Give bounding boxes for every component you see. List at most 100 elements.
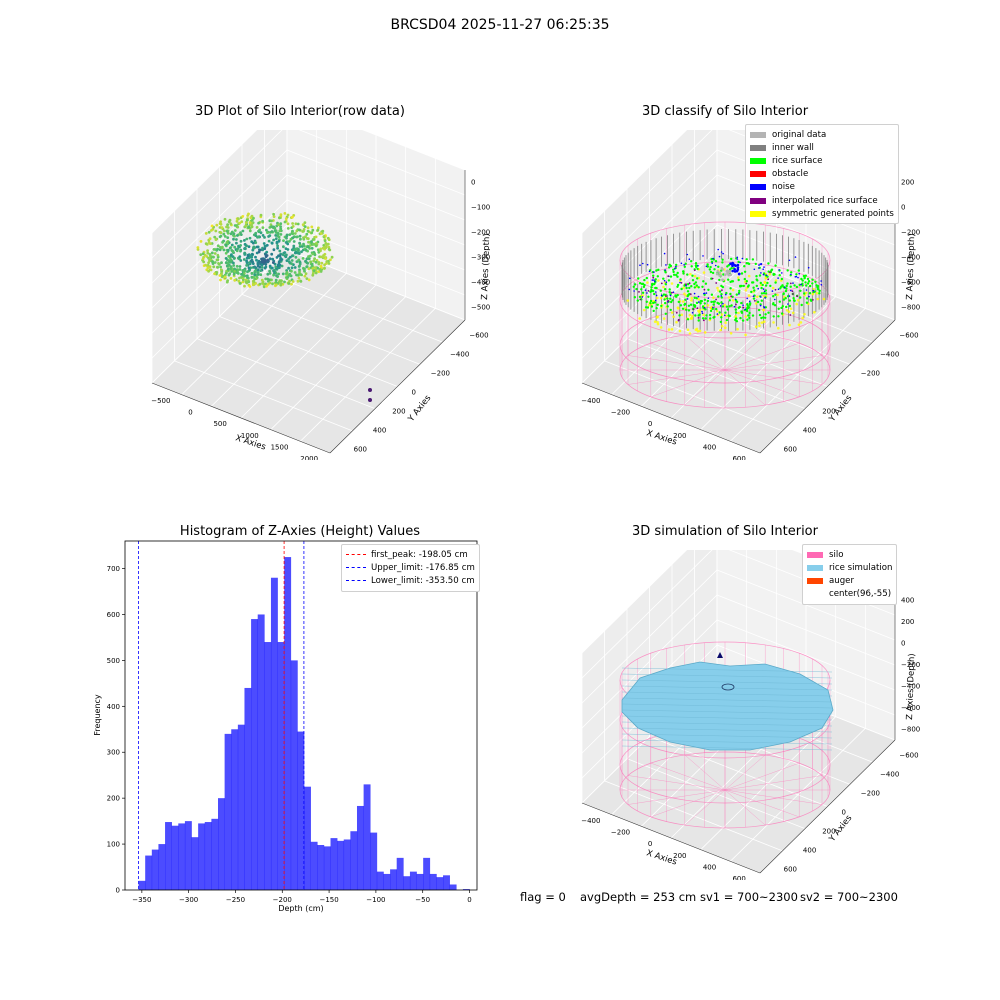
data-point (248, 221, 252, 225)
data-point (208, 265, 212, 268)
data-point (238, 282, 242, 285)
data-point (316, 248, 320, 252)
data-point (282, 239, 285, 242)
legend-line-swatch (346, 554, 366, 556)
histogram-ylabel: Frequency (93, 694, 102, 736)
data-point (263, 266, 267, 270)
data-point (212, 265, 216, 269)
rice-surface-point (666, 305, 669, 308)
rice-surface-point (782, 292, 785, 296)
histogram-bar (409, 871, 417, 890)
legend-item: Lower_limit: -353.50 cm (346, 574, 475, 587)
data-point (220, 272, 223, 276)
y-tick-label: 600 (354, 446, 367, 454)
rice-surface-point (746, 304, 749, 307)
y-tick-label: 400 (803, 847, 816, 855)
rice-surface-point (806, 277, 810, 281)
original-point (720, 266, 724, 270)
rice-surface-point (695, 301, 699, 305)
legend-item: inner wall (750, 141, 894, 154)
data-point (310, 240, 313, 243)
data-point (322, 256, 325, 259)
data-point (221, 240, 224, 244)
data-point (220, 261, 223, 265)
rice-surface-point (705, 314, 708, 317)
rice-surface-point (671, 299, 674, 302)
data-point (289, 237, 293, 241)
noise-point (646, 263, 649, 266)
noise-point (712, 257, 714, 260)
rice-surface-point (728, 299, 731, 302)
histogram-legend: first_peak: -198.05 cm Upper_limit: -176.… (341, 544, 480, 592)
silo-floor-spoke (627, 369, 726, 385)
data-point (273, 226, 277, 230)
silo-floor-spoke (684, 789, 726, 826)
data-point (235, 241, 238, 245)
data-point (264, 262, 268, 266)
data-point (221, 245, 224, 249)
data-point (204, 263, 207, 267)
data-point (307, 240, 310, 244)
noise-point (733, 270, 737, 273)
rice-surface-point (641, 291, 645, 294)
y-axis-line (329, 319, 466, 454)
rice-surface-point (778, 300, 781, 303)
rice-surface-point (774, 264, 777, 267)
symmetric-point (695, 327, 699, 331)
rice-surface-point (685, 308, 688, 311)
z-tick-label: 400 (901, 597, 914, 605)
data-point (302, 244, 306, 248)
data-point (277, 254, 280, 258)
noise-point (697, 295, 700, 298)
data-point (244, 224, 248, 227)
data-point (232, 257, 236, 260)
rice-surface-point (709, 265, 712, 269)
data-point (201, 252, 205, 256)
x-tick-label: 0 (648, 840, 652, 848)
data-point (232, 237, 235, 241)
rice-surface-point (632, 285, 635, 288)
rice-surface-point (689, 303, 693, 306)
silo-floor-spoke (627, 355, 726, 371)
data-point (239, 239, 243, 243)
data-point (267, 239, 271, 243)
data-point (289, 255, 292, 259)
legend-label: original data (772, 129, 827, 140)
original-point (729, 273, 732, 276)
noise-point (663, 279, 666, 282)
noise-point (781, 272, 783, 274)
rice-surface-point (656, 275, 659, 278)
legend-label: Lower_limit: -353.50 cm (371, 575, 475, 586)
x-tick-label: 0 (188, 409, 192, 417)
data-point (305, 265, 309, 269)
noise-point (703, 292, 705, 295)
x-tick-label: 0 (467, 896, 471, 904)
data-point (242, 258, 246, 261)
data-point (274, 283, 278, 287)
silo-floor-spoke (627, 775, 726, 791)
data-point (214, 229, 218, 233)
data-point (270, 266, 274, 270)
symmetric-point (656, 322, 660, 326)
symmetric-point (731, 288, 735, 292)
data-point (286, 213, 290, 217)
rice-surface-point (746, 318, 749, 321)
histogram-bar (224, 733, 232, 890)
symmetric-point (647, 303, 651, 307)
noise-point (736, 268, 740, 271)
data-point (202, 260, 206, 264)
data-point (314, 235, 318, 239)
legend-swatch (807, 591, 823, 597)
rice-surface-point (784, 289, 788, 293)
rice-surface-point (684, 262, 687, 265)
data-point (306, 237, 310, 240)
noise-point (797, 276, 799, 279)
noise-point (820, 284, 823, 286)
symmetric-point (672, 315, 675, 319)
data-point (230, 243, 234, 247)
data-point (298, 228, 301, 232)
symmetric-point (811, 292, 815, 296)
rice-surface-point (686, 283, 690, 286)
rice-surface-point (725, 318, 729, 322)
rice-surface-point (676, 293, 679, 297)
